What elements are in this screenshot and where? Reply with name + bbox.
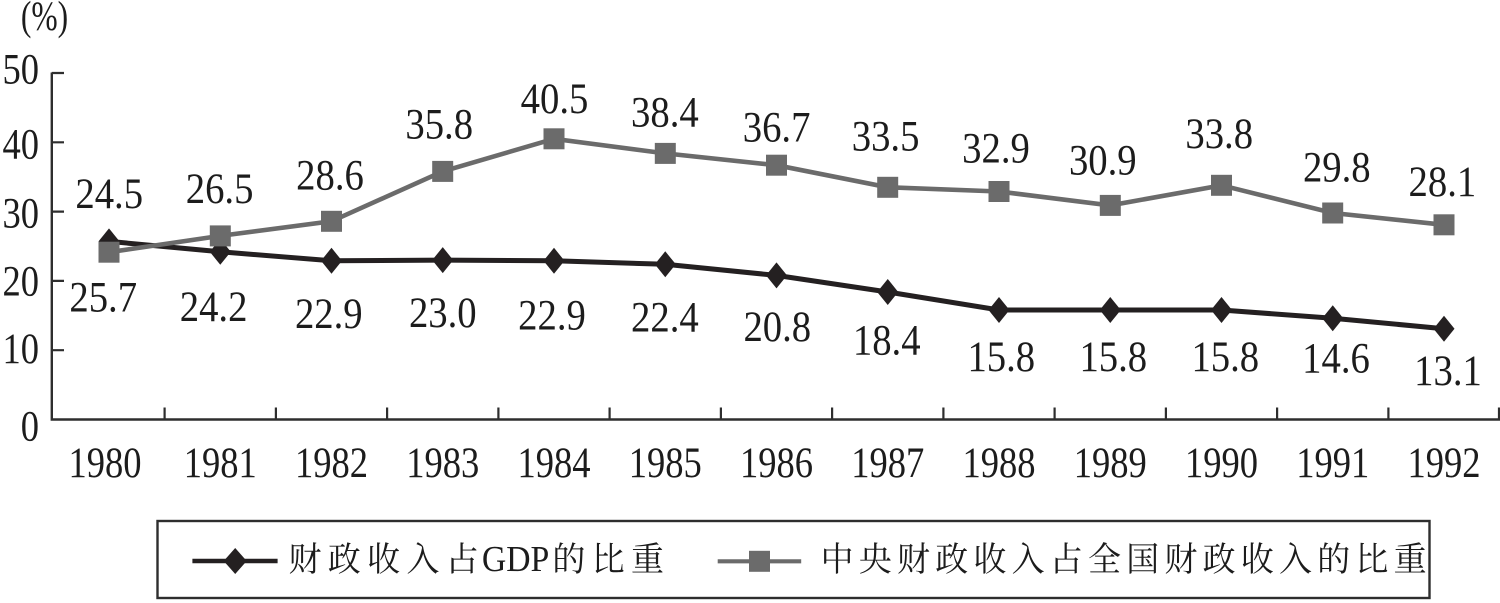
svg-text:15.8: 15.8 — [1191, 333, 1259, 380]
svg-text:40.5: 40.5 — [521, 75, 589, 122]
svg-text:1989: 1989 — [1074, 438, 1147, 486]
svg-text:35.8: 35.8 — [405, 100, 473, 147]
svg-text:24.5: 24.5 — [75, 170, 143, 217]
svg-text:36.7: 36.7 — [743, 103, 811, 150]
svg-text:33.5: 33.5 — [852, 112, 920, 159]
svg-text:20.8: 20.8 — [743, 303, 811, 350]
svg-text:14.6: 14.6 — [1302, 335, 1370, 382]
svg-text:0: 0 — [21, 402, 39, 450]
svg-text:38.4: 38.4 — [631, 88, 699, 135]
svg-text:33.8: 33.8 — [1185, 110, 1253, 157]
svg-text:15.8: 15.8 — [1079, 333, 1147, 380]
svg-text:1983: 1983 — [406, 438, 479, 486]
svg-text:22.9: 22.9 — [518, 292, 586, 339]
svg-text:13.1: 13.1 — [1414, 347, 1482, 394]
svg-text:50: 50 — [2, 45, 39, 93]
svg-text:25.7: 25.7 — [69, 273, 137, 320]
svg-text:20: 20 — [2, 257, 39, 305]
svg-text:1986: 1986 — [740, 438, 813, 486]
svg-text:22.4: 22.4 — [631, 294, 699, 341]
svg-text:1982: 1982 — [295, 438, 368, 486]
svg-text:1991: 1991 — [1296, 438, 1369, 486]
svg-text:29.8: 29.8 — [1303, 144, 1371, 191]
svg-text:15.8: 15.8 — [967, 333, 1035, 380]
svg-text:10: 10 — [2, 324, 39, 372]
svg-text:28.1: 28.1 — [1409, 158, 1477, 205]
svg-text:23.0: 23.0 — [409, 289, 477, 336]
svg-text:26.5: 26.5 — [186, 165, 254, 212]
svg-text:24.2: 24.2 — [180, 283, 248, 330]
svg-text:1984: 1984 — [517, 438, 590, 486]
svg-text:1981: 1981 — [184, 438, 257, 486]
svg-text:30: 30 — [2, 189, 39, 237]
svg-text:1987: 1987 — [851, 438, 924, 486]
svg-text:(%): (%) — [21, 0, 68, 38]
svg-text:1990: 1990 — [1185, 438, 1258, 486]
svg-text:32.9: 32.9 — [962, 124, 1030, 171]
svg-text:40: 40 — [2, 120, 39, 168]
svg-text:22.9: 22.9 — [295, 290, 363, 337]
svg-text:28.6: 28.6 — [296, 152, 364, 199]
svg-text:1980: 1980 — [68, 438, 141, 486]
svg-text:1988: 1988 — [962, 438, 1035, 486]
svg-text:1985: 1985 — [629, 438, 702, 486]
svg-text:30.9: 30.9 — [1069, 136, 1137, 183]
svg-text:18.4: 18.4 — [853, 317, 921, 364]
svg-text:1992: 1992 — [1407, 438, 1480, 486]
